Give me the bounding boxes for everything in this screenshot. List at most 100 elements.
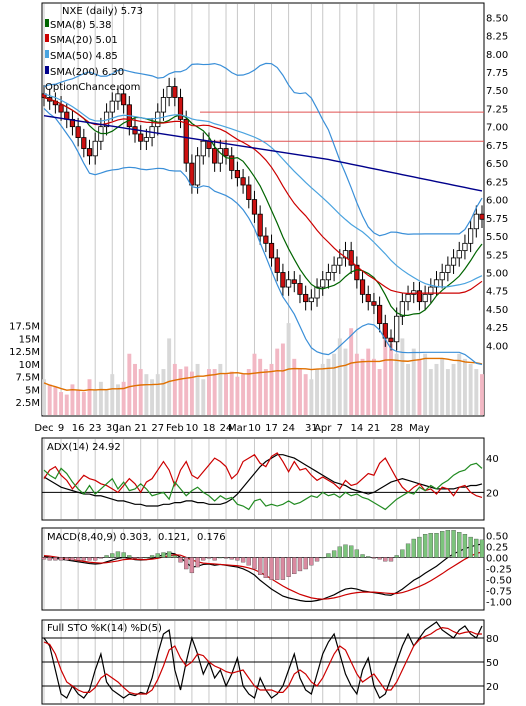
price-y-tick: 4.00	[486, 341, 508, 352]
macd-histogram-bar	[166, 551, 172, 558]
candle-body	[263, 235, 269, 244]
stochastic-y-tick: 20	[486, 682, 499, 693]
chart-title: NXE (daily) 5.73	[62, 6, 143, 17]
candle-body	[388, 337, 394, 343]
candle-body	[81, 137, 87, 149]
candle-body	[325, 272, 332, 281]
price-y-tick: 5.25	[486, 250, 508, 261]
candle-body	[479, 213, 485, 220]
macd-histogram-bar	[223, 557, 229, 559]
macd-histogram-bar	[75, 557, 81, 561]
macd-histogram-bar	[474, 538, 479, 558]
macd-histogram-bar	[127, 555, 132, 558]
price-y-tick: 4.75	[486, 287, 508, 298]
volume-bar	[468, 363, 473, 415]
macd-histogram-bar	[462, 534, 468, 558]
macd-y-tick: -1.00	[486, 597, 512, 608]
volume-bar	[343, 348, 348, 415]
volume-bar	[383, 333, 388, 415]
candle-body	[428, 286, 434, 295]
macd-histogram-bar	[468, 536, 473, 558]
volume-y-tick: 10M	[19, 360, 40, 371]
x-tick-label: 21	[134, 423, 147, 434]
candle-body	[416, 290, 423, 303]
sma20-line	[43, 96, 483, 295]
candle-body	[115, 93, 121, 102]
volume-y-tick: 12.5M	[9, 347, 40, 358]
macd-histogram-bar	[115, 551, 121, 558]
macd-histogram-bar	[93, 557, 98, 561]
macd-histogram-bar	[303, 557, 308, 570]
volume-bar	[53, 386, 58, 415]
macd-histogram-bar	[155, 553, 160, 558]
candle-body	[468, 228, 474, 244]
bollinger-lower	[43, 108, 483, 366]
volume-bar	[42, 379, 46, 415]
adx-y-tick: 40	[486, 454, 499, 465]
stochastic-series-0	[43, 621, 483, 699]
candle-body	[138, 133, 144, 142]
volume-bar	[298, 369, 302, 415]
volume-ma-line	[43, 357, 483, 392]
candle-body	[223, 148, 229, 157]
macd-histogram-bar	[383, 557, 388, 562]
macd-histogram-bar	[371, 557, 377, 559]
volume-bar	[252, 353, 257, 415]
x-tick-label: Feb	[166, 423, 184, 434]
candle-body	[456, 250, 462, 259]
volume-bar	[258, 358, 263, 415]
candle-body	[246, 184, 252, 200]
sma8-line	[43, 96, 483, 316]
candle-body	[285, 279, 292, 288]
macd-histogram-bar	[280, 557, 286, 580]
macd-histogram-bar	[206, 557, 212, 559]
volume-bar	[275, 348, 280, 415]
macd-y-tick: -0.50	[486, 575, 512, 586]
volume-bar	[104, 389, 109, 415]
legend-sma50: SMA(50) 4.85	[50, 51, 118, 62]
macd-histogram-bar	[314, 557, 320, 562]
candle-body	[450, 257, 457, 266]
x-tick-label: 16	[72, 423, 85, 434]
macd-histogram-bar	[417, 536, 422, 558]
candle-body	[183, 118, 189, 164]
x-tick-label: 10	[248, 423, 261, 434]
macd-histogram-bar	[354, 549, 360, 558]
macd-histogram-bar	[349, 545, 354, 558]
candle-body	[348, 250, 354, 266]
price-y-tick: 7.25	[486, 104, 508, 115]
candle-body	[92, 140, 98, 157]
candle-body	[251, 199, 258, 215]
x-tick-label: 28	[390, 423, 403, 434]
volume-bar	[81, 392, 86, 415]
macd-histogram-bar	[144, 557, 149, 559]
macd-series-1	[43, 551, 483, 600]
macd-histogram-bar	[98, 557, 104, 559]
macd-histogram-bar	[110, 553, 115, 558]
candle-body	[433, 279, 440, 288]
macd-histogram-bar	[366, 556, 371, 558]
macd-y-tick: 0.00	[486, 553, 508, 564]
volume-bar	[406, 363, 411, 415]
macd-histogram-bar	[479, 539, 485, 558]
volume-bar	[457, 353, 462, 415]
volume-bar	[235, 376, 240, 415]
stochastic-y-tick: 50	[486, 658, 499, 669]
candle-body	[268, 242, 275, 259]
price-y-tick: 7.50	[486, 86, 508, 97]
sma200-line	[43, 115, 483, 192]
candle-body	[212, 148, 218, 164]
candle-body	[172, 86, 178, 98]
volume-bar	[178, 369, 183, 415]
sma50-line	[43, 93, 483, 288]
x-tick-label: 27	[151, 423, 164, 434]
candle-body	[331, 264, 337, 273]
candle-body	[439, 272, 445, 281]
volume-bar	[201, 379, 206, 415]
x-tick-label: Apr	[314, 423, 332, 434]
candle-body	[58, 104, 64, 113]
macd-histogram-bar	[297, 557, 303, 572]
volume-bar	[263, 369, 268, 415]
candle-body	[314, 286, 320, 299]
volume-bar	[138, 369, 143, 415]
